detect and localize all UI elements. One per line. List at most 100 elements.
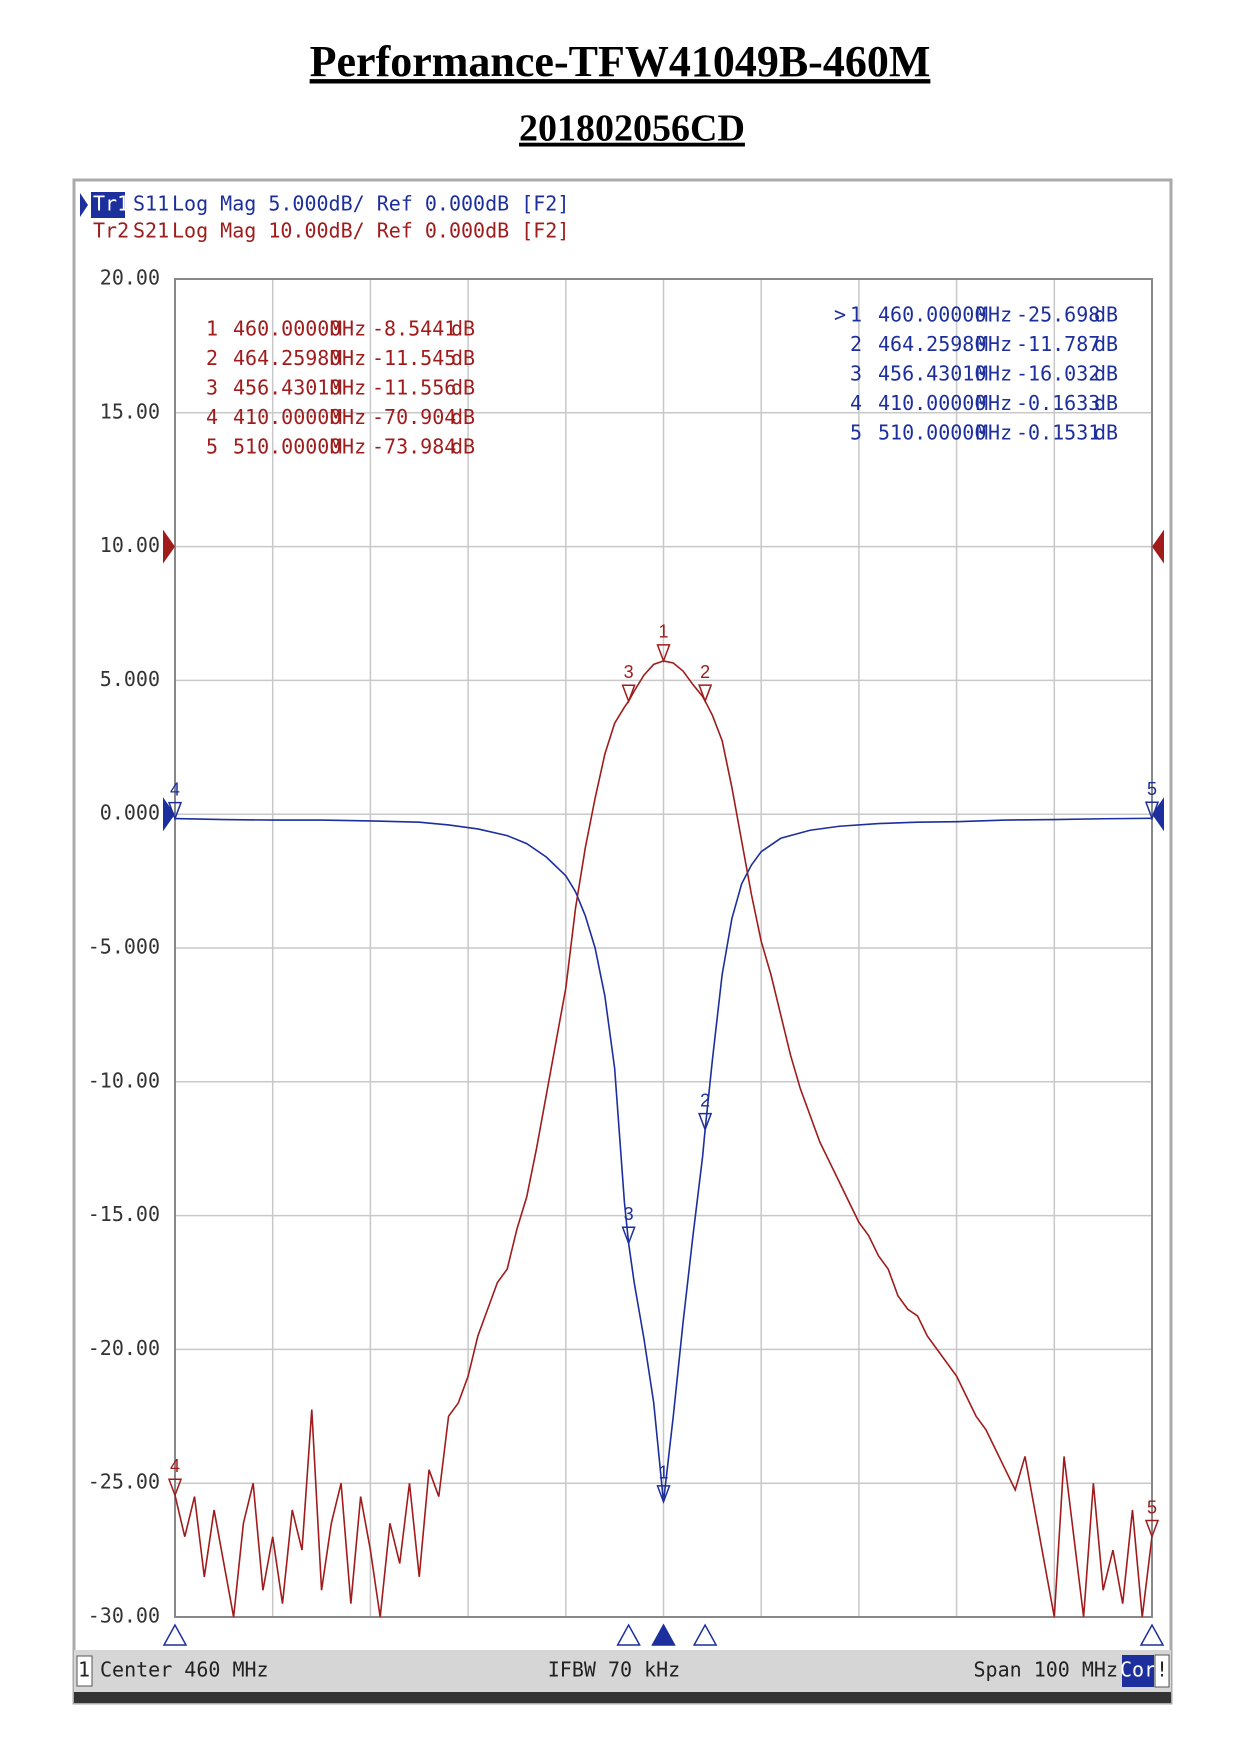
marker-triangle [621,1226,636,1246]
marker-table-freq-unit: MHz [976,391,1012,415]
marker-table-value-unit: dB [451,317,475,341]
marker-triangle [1144,1519,1160,1539]
marker-table-value-unit: dB [451,435,475,459]
x-axis-marker [162,1623,188,1646]
active-trace-box [91,192,125,218]
marker-label: 4 [170,1456,180,1476]
marker-label: 5 [1147,1497,1157,1517]
marker-table-id: 2 [206,346,218,370]
marker-table-value: -0.1531 [1016,421,1100,445]
marker-label: 3 [624,662,634,682]
cor-box [1122,1655,1154,1687]
marker-table-freq-unit: MHz [330,317,366,341]
marker-triangle [656,1485,671,1505]
marker-label: 2 [700,662,710,682]
if-bandwidth: IFBW 70 kHz [548,1658,680,1682]
marker-table-id: 1 [850,303,862,327]
active-trace-indicator [80,193,88,217]
marker-table-value-unit: dB [451,376,475,400]
marker-table-freq: 460.00000 [878,303,986,327]
marker-table-freq-unit: MHz [330,405,366,429]
alert-status: ! [1156,1658,1168,1682]
x-axis-marker [616,1623,641,1646]
x-axis-marker [651,1623,676,1646]
marker-triangle [621,684,636,704]
marker-table-id: 5 [850,421,862,445]
marker-table-freq: 460.00000 [233,317,341,341]
marker-label: 3 [624,1204,634,1224]
ref-level-left [163,797,175,832]
y-tick-label: -30.00 [88,1604,160,1628]
status-bar [74,1650,1171,1692]
plot-border [174,278,1153,1618]
marker-table-freq-unit: MHz [976,362,1012,386]
chart-subtitle: 201802056CD [519,108,745,150]
chart-title: Performance-TFW41049B-460M [310,37,931,86]
marker-table-id: 3 [206,376,218,400]
marker-table-freq: 510.00000 [233,435,341,459]
marker-table-value-unit: dB [451,405,475,429]
marker-table-freq-unit: MHz [976,332,1012,356]
marker-table-freq-unit: MHz [330,376,366,400]
marker-table-id: 3 [850,362,862,386]
y-tick-label: -5.000 [88,935,160,959]
marker-table-freq-unit: MHz [976,421,1012,445]
marker-label: 5 [1147,779,1157,799]
marker-table-freq: 464.25980 [878,332,986,356]
marker-triangle [656,644,671,664]
marker-table-freq: 410.00000 [233,405,341,429]
center-frequency: Center 460 MHz [100,1658,269,1682]
marker-table-id: 4 [206,405,218,429]
trace-name: S21 [133,219,169,243]
y-tick-label: 0.000 [100,801,160,825]
channel-box [76,1655,93,1687]
active-marker-indicator: > [834,303,846,327]
marker-triangle [1144,801,1160,821]
marker-label: 1 [658,622,668,642]
y-tick-label: -10.00 [88,1068,160,1092]
y-tick-label: -15.00 [88,1202,160,1226]
marker-table-freq-unit: MHz [976,303,1012,327]
marker-table-value: -11.545 [372,346,456,370]
marker-table-freq: 456.43010 [233,376,341,400]
trace-line [175,817,1152,1502]
marker-table-value-unit: dB [451,346,475,370]
marker-table-value: -8.5441 [372,317,456,341]
ref-level-right [1152,797,1164,832]
marker-table-value: -16.032 [1016,362,1100,386]
marker-label: 2 [700,1090,710,1110]
y-tick-label: 5.000 [100,667,160,691]
marker-label: 1 [658,1463,668,1483]
trace-format: Log Mag 5.000dB/ Ref 0.000dB [F2] [172,192,569,216]
trace-name: S11 [133,192,169,216]
marker-table-freq-unit: MHz [330,346,366,370]
x-axis-marker [692,1623,718,1646]
marker-table-freq-unit: MHz [330,435,366,459]
channel-number: 1 [78,1658,90,1682]
marker-table-value-unit: dB [1094,303,1118,327]
correction-status: Cor [1120,1658,1156,1682]
marker-triangle [167,1478,183,1498]
trace-label: Tr1 [93,192,129,216]
overlay: 20.00 15.00 10.00 5.000 0.000 -5.000 -10.00 -15… [76,192,1170,1688]
marker-table-value: -70.904 [372,405,456,429]
x-axis-marker [1139,1623,1165,1646]
marker-table-value: -11.556 [372,376,456,400]
status-bar-edge [74,1692,1171,1703]
y-tick-label: 20.00 [100,266,160,290]
ref-level-left [163,529,175,564]
marker-table-id: 4 [850,391,862,415]
marker-table-value: -0.1633 [1016,391,1100,415]
marker-label: 4 [170,779,180,799]
marker-table-freq: 456.43010 [878,362,986,386]
screen-frame [72,178,1173,1705]
marker-triangle [698,684,713,704]
marker-table-freq: 410.00000 [878,391,986,415]
marker-table-id: 1 [206,317,218,341]
marker-table-id: 2 [850,332,862,356]
grid [174,278,1153,1618]
y-tick-label: -20.00 [88,1336,160,1360]
y-tick-label: 10.00 [100,533,160,557]
marker-triangle [167,801,183,821]
